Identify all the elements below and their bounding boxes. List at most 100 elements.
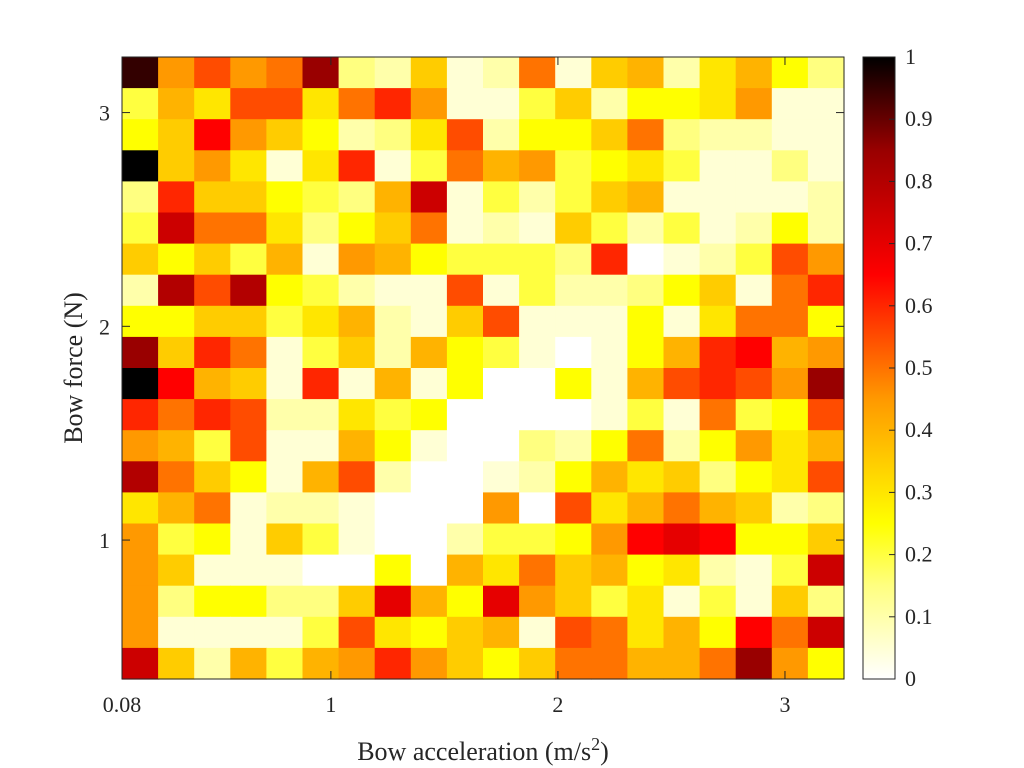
- heatmap-cell: [807, 616, 845, 649]
- y-tick-label: 1: [99, 528, 110, 553]
- heatmap-cell: [663, 119, 701, 151]
- heatmap-cell: [591, 461, 628, 493]
- heatmap-cell: [194, 119, 231, 151]
- heatmap-cell: [122, 647, 159, 680]
- heatmap-cell: [266, 181, 304, 214]
- heatmap-cell: [591, 119, 628, 151]
- heatmap-cell: [627, 57, 665, 89]
- heatmap-cell: [158, 305, 195, 338]
- heatmap-cell: [771, 305, 809, 338]
- heatmap-cell: [519, 368, 556, 400]
- heatmap-cell: [663, 212, 701, 245]
- heatmap-cell: [302, 647, 340, 680]
- heatmap-cell: [230, 274, 267, 307]
- heatmap-cell: [483, 461, 520, 493]
- heatmap-cell: [230, 430, 267, 462]
- heatmap-cell: [410, 181, 448, 214]
- heatmap-cell: [410, 647, 448, 680]
- heatmap-cell: [771, 212, 809, 245]
- heatmap-cell: [266, 88, 304, 120]
- heatmap-cell: [663, 647, 701, 680]
- heatmap-cell: [302, 399, 340, 431]
- heatmap-cell: [771, 461, 809, 493]
- heatmap-cell: [699, 119, 737, 151]
- heatmap-cell: [555, 492, 592, 525]
- heatmap-cell: [302, 461, 340, 493]
- heatmap-cell: [446, 336, 484, 369]
- heatmap-cell: [122, 274, 159, 307]
- heatmap-cell: [735, 399, 773, 431]
- heatmap-cell: [158, 647, 195, 680]
- heatmap-cell: [194, 647, 231, 680]
- heatmap-cell: [663, 243, 701, 276]
- heatmap-cell: [122, 616, 159, 649]
- heatmap-cell: [338, 647, 376, 680]
- heatmap-cell: [338, 616, 376, 649]
- heatmap-cell: [230, 181, 267, 214]
- heatmap-cell: [194, 554, 231, 587]
- heatmap-cell: [446, 119, 484, 151]
- heatmap-cell: [483, 305, 520, 338]
- heatmap-cell: [699, 461, 737, 493]
- heatmap-cell: [122, 368, 159, 400]
- heatmap-cell: [266, 305, 304, 338]
- heatmap-cell: [266, 212, 304, 245]
- heatmap-cell: [483, 492, 520, 525]
- heatmap-cell: [158, 243, 195, 276]
- heatmap-cell: [302, 368, 340, 400]
- heatmap-cell: [446, 212, 484, 245]
- heatmap-cell: [410, 150, 448, 182]
- heatmap-cell: [807, 523, 845, 556]
- heatmap-cell: [699, 243, 737, 276]
- heatmap-cell: [338, 150, 376, 182]
- heatmap-cell: [230, 461, 267, 493]
- heatmap-cell: [338, 461, 376, 493]
- heatmap-cell: [266, 57, 304, 89]
- heatmap-cell: [410, 243, 448, 276]
- heatmap-cell: [230, 647, 267, 680]
- heatmap-cell: [158, 492, 195, 525]
- heatmap-cell: [158, 399, 195, 431]
- heatmap-cell: [663, 150, 701, 182]
- heatmap-cell: [627, 274, 665, 307]
- heatmap-cell: [555, 119, 592, 151]
- heatmap-cell: [410, 119, 448, 151]
- x-tick-label: 0.08: [103, 692, 142, 717]
- heatmap-cell: [266, 647, 304, 680]
- heatmap-cell: [699, 616, 737, 649]
- heatmap-cell: [483, 585, 520, 618]
- heatmap-cell: [158, 88, 195, 120]
- colorbar-tick-label: 1: [905, 44, 916, 69]
- heatmap-cell: [627, 461, 665, 493]
- heatmap-cell: [699, 523, 737, 556]
- heatmap-cell: [699, 305, 737, 338]
- colorbar-tick-label: 0.2: [905, 542, 933, 567]
- heatmap-cell: [519, 88, 556, 120]
- heatmap-cell: [230, 523, 267, 556]
- heatmap-cell: [302, 243, 340, 276]
- heatmap-cell: [230, 368, 267, 400]
- heatmap-cell: [122, 461, 159, 493]
- colorbar-tick-label: 0.1: [905, 604, 933, 629]
- heatmap-cell: [122, 399, 159, 431]
- heatmap-cell: [446, 88, 484, 120]
- heatmap-cell: [699, 647, 737, 680]
- heatmap-cell: [663, 88, 701, 120]
- heatmap-cell: [410, 399, 448, 431]
- heatmap-cell: [807, 150, 845, 182]
- heatmap-cell: [627, 492, 665, 525]
- heatmap-cell: [555, 585, 592, 618]
- plot-frame: [121, 56, 845, 680]
- heatmap-cell: [807, 119, 845, 151]
- heatmap-cell: [483, 212, 520, 245]
- heatmap-cell: [194, 212, 231, 245]
- heatmap-cell: [122, 585, 159, 618]
- heatmap-cell: [446, 523, 484, 556]
- heatmap-cell: [663, 461, 701, 493]
- heatmap-cell: [663, 181, 701, 214]
- heatmap-cell: [591, 57, 628, 89]
- heatmap-cell: [194, 430, 231, 462]
- heatmap-cell: [591, 647, 628, 680]
- heatmap-cell: [519, 57, 556, 89]
- heatmap-cell: [699, 150, 737, 182]
